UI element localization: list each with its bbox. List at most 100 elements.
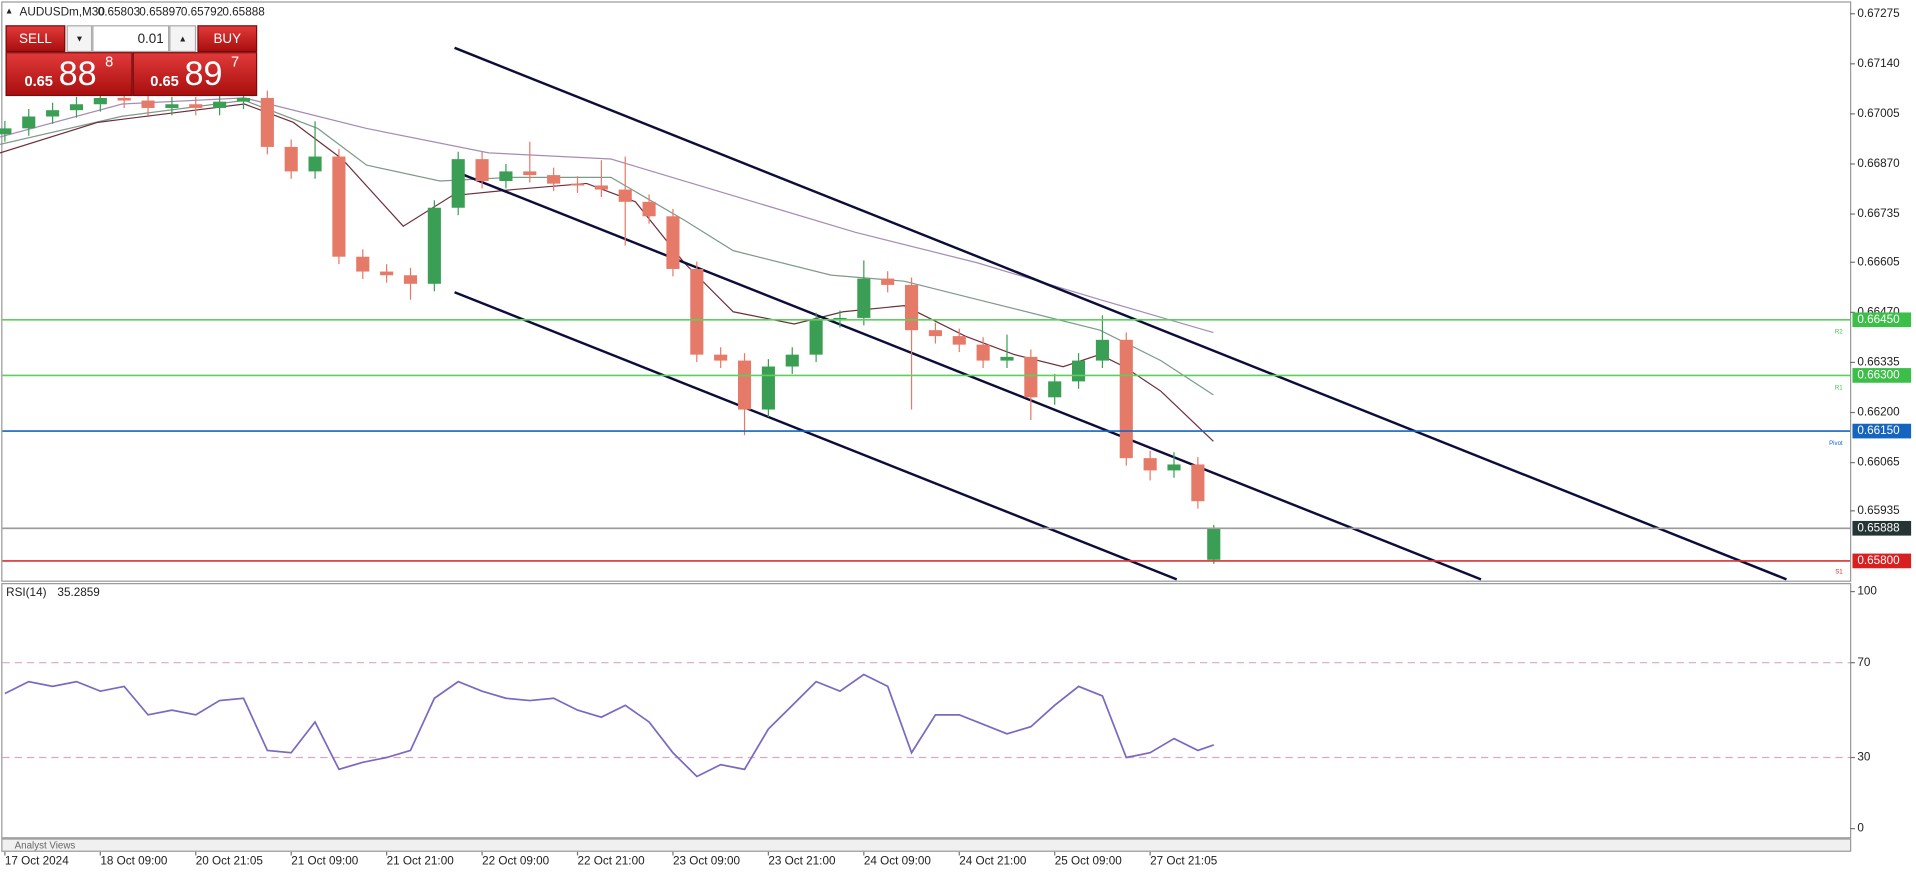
candle-body	[690, 268, 704, 355]
candle-body	[1207, 528, 1221, 560]
trade-panel: SELL ▼ 0.01 ▲ BUY 0.65 88 8 0.65 89 7	[5, 25, 258, 97]
candle-body	[1071, 360, 1086, 382]
candle-body	[427, 207, 441, 284]
x-tick-label: 21 Oct 09:00	[291, 855, 359, 868]
level-name: R1	[1835, 384, 1843, 391]
candle-body	[93, 97, 107, 105]
level-label: 0.66300	[1857, 369, 1900, 382]
buy-price-box[interactable]	[132, 52, 258, 97]
candle-body	[809, 320, 823, 355]
candle-body	[904, 284, 919, 331]
candle-body	[594, 185, 608, 190]
moving-average	[0, 99, 1214, 396]
buy-price-prefix[interactable]: 0.65	[150, 74, 179, 90]
candle-body	[69, 104, 84, 111]
candle-body	[451, 159, 465, 208]
y-tick-label: 0.66335	[1857, 356, 1900, 369]
candle-body	[737, 360, 752, 410]
candle-body	[1095, 339, 1109, 361]
lot-up-arrow[interactable]: ▲	[178, 34, 186, 44]
y-tick-label: 0.67275	[1857, 7, 1900, 20]
candle-body	[547, 175, 561, 184]
marks: 0.67275 0.67140 0.67005 0.66870 0.66735 0.666…	[0, 7, 1912, 868]
lot-up[interactable]	[169, 25, 197, 53]
sell-price-big[interactable]: 88	[59, 55, 97, 93]
candle-body	[1024, 356, 1038, 398]
candle-body	[165, 104, 179, 108]
sell-label[interactable]: SELL	[19, 31, 52, 46]
sell-price-sup[interactable]: 8	[105, 54, 113, 70]
y-tick-label: 0	[1857, 822, 1864, 835]
x-tick-label: 22 Oct 21:00	[578, 855, 646, 868]
channel-line	[454, 291, 1178, 581]
candle-body	[570, 183, 585, 186]
candle-body	[46, 110, 60, 117]
candle-body	[308, 156, 322, 172]
candle-body	[475, 159, 489, 182]
level-label: 0.65888	[1857, 521, 1900, 534]
lot-value[interactable]: 0.01	[138, 31, 164, 46]
x-tick-label: 27 Oct 21:05	[1150, 855, 1218, 868]
candle-body	[0, 128, 12, 135]
header-low: 0.65792	[181, 5, 223, 18]
x-tick-label: 21 Oct 21:00	[387, 855, 455, 868]
candle-body	[356, 256, 370, 272]
candle-body	[499, 171, 513, 182]
lot-field[interactable]	[92, 25, 170, 53]
x-tick-label: 20 Oct 21:05	[196, 855, 264, 868]
candle-body	[952, 336, 966, 345]
candle-body	[1048, 381, 1062, 398]
symbol-title: AUDUSDm,M30	[20, 5, 106, 18]
candle-body	[284, 146, 298, 172]
header-arrow: ▲	[5, 5, 13, 15]
analyst-panel	[1, 838, 1852, 852]
buy-button[interactable]	[197, 25, 258, 53]
lot-down-arrow[interactable]: ▼	[75, 34, 83, 44]
sell-price-box[interactable]	[5, 52, 133, 97]
x-tick-label: 18 Oct 09:00	[100, 855, 168, 868]
candle-body	[1000, 356, 1014, 361]
sell-price-prefix[interactable]: 0.65	[24, 74, 53, 90]
header-close: 0.65888	[222, 5, 265, 18]
candle-body	[117, 97, 131, 101]
candle-body	[714, 354, 728, 361]
y-tick-label: 0.67005	[1857, 107, 1900, 120]
channel-line	[454, 46, 1787, 581]
lot-down[interactable]	[66, 25, 93, 53]
y-tick-label: 0.66605	[1857, 255, 1900, 268]
y-tick-label: 100	[1857, 585, 1877, 598]
candle-body	[213, 101, 227, 108]
level-name: Pivot	[1829, 440, 1843, 447]
candle-body	[1119, 339, 1133, 459]
rsi-panel-frame	[1, 583, 1852, 839]
level-name: R2	[1835, 329, 1843, 336]
buy-price-big[interactable]: 89	[185, 55, 223, 93]
header-high: 0.65897	[139, 5, 181, 18]
x-tick-label: 23 Oct 21:00	[768, 855, 836, 868]
candle-body	[1167, 464, 1181, 471]
candle-body	[785, 354, 799, 367]
header-open: 0.65803	[98, 5, 140, 18]
level-name: S1	[1835, 569, 1843, 576]
x-tick-label: 23 Oct 09:00	[673, 855, 741, 868]
y-tick-label: 0.66200	[1857, 406, 1900, 419]
buy-label[interactable]: BUY	[213, 31, 241, 46]
candle-body	[881, 278, 895, 285]
buy-price-sup[interactable]: 7	[231, 54, 239, 70]
candle-body	[642, 201, 656, 217]
rsi-line	[4, 673, 1215, 778]
candle-body	[761, 366, 775, 410]
y-tick-label: 0.66065	[1857, 456, 1900, 469]
x-tick-label: 22 Oct 09:00	[482, 855, 550, 868]
candle-body	[523, 171, 537, 176]
price-panel-frame	[1, 1, 1852, 582]
candle-body	[666, 216, 680, 269]
level-label-box	[1852, 423, 1912, 439]
level-label: 0.66150	[1857, 424, 1900, 437]
y-tick-label: 0.65935	[1857, 504, 1900, 517]
sell-button[interactable]	[5, 25, 66, 53]
candle-body	[260, 97, 274, 147]
